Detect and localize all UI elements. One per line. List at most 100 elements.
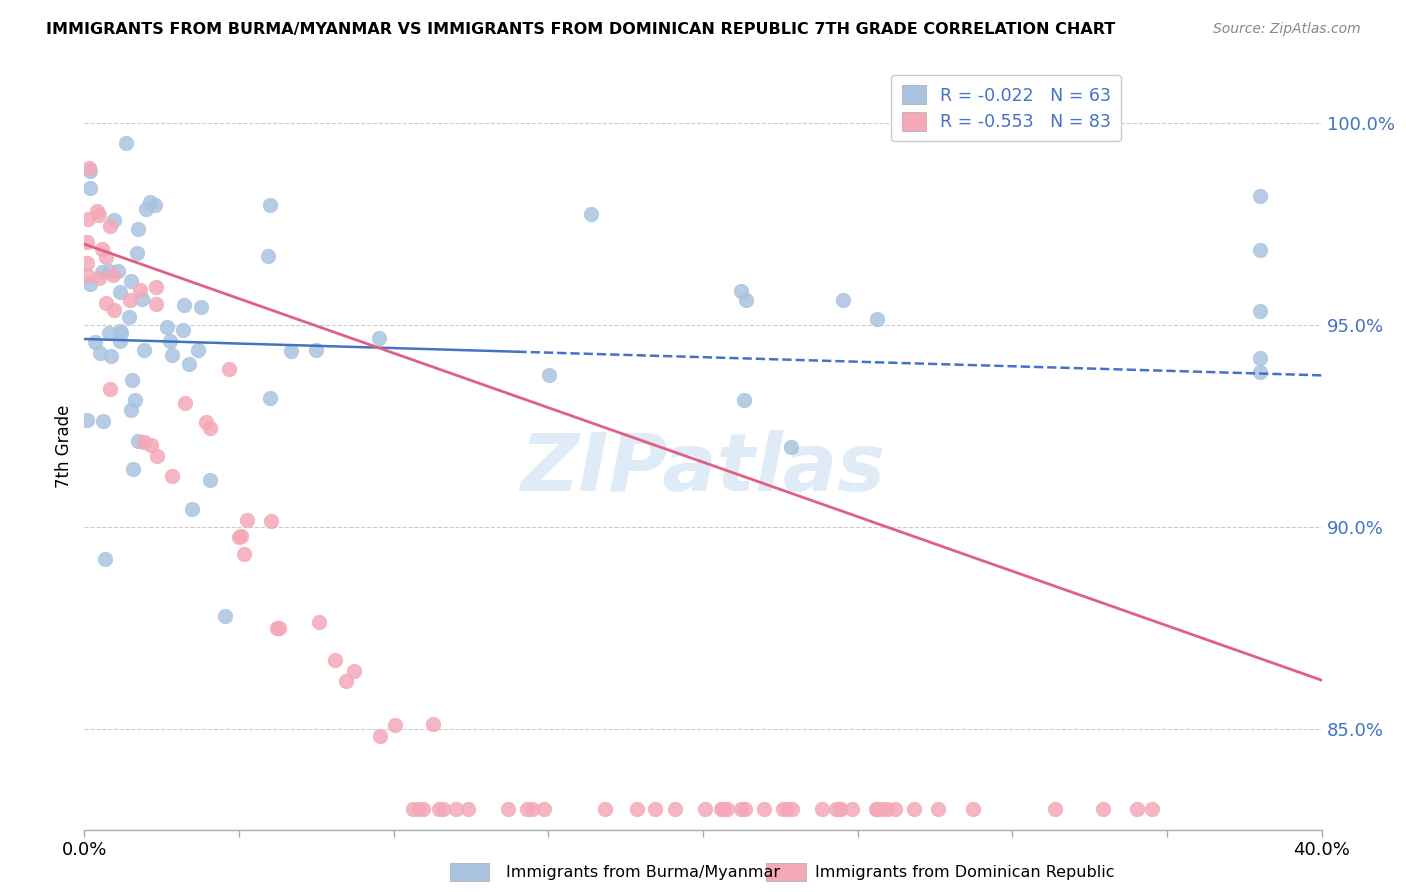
Point [593, 802, 616, 816]
Point [180, 501, 202, 516]
Point [872, 802, 894, 816]
Point [1249, 303, 1271, 318]
Point [108, 324, 131, 338]
Point [110, 326, 132, 341]
Point [782, 802, 804, 816]
Point [828, 802, 851, 816]
Point [103, 213, 125, 227]
Point [1249, 243, 1271, 257]
Point [200, 473, 222, 487]
Point [84, 335, 107, 350]
Point [120, 403, 142, 417]
Point [865, 802, 887, 816]
Point [876, 802, 898, 816]
Point [100, 349, 122, 363]
Point [752, 802, 775, 816]
Point [145, 297, 167, 311]
Point [825, 802, 848, 816]
Y-axis label: 7th Grade: 7th Grade [55, 404, 73, 488]
Point [730, 802, 752, 816]
Point [232, 547, 254, 561]
Text: Immigrants from Burma/Myanmar: Immigrants from Burma/Myanmar [506, 865, 780, 880]
Point [177, 357, 200, 371]
Point [91, 265, 114, 279]
Point [228, 530, 250, 544]
Point [811, 802, 834, 816]
Point [772, 802, 794, 816]
Point [122, 462, 145, 476]
Point [131, 292, 153, 306]
Text: Source: ZipAtlas.com: Source: ZipAtlas.com [1213, 22, 1361, 37]
Point [103, 303, 125, 318]
Point [145, 279, 167, 293]
Point [259, 392, 281, 406]
Point [121, 373, 143, 387]
Point [323, 653, 346, 667]
Point [139, 194, 162, 209]
Point [664, 802, 686, 816]
Text: Immigrants from Dominican Republic: Immigrants from Dominican Republic [815, 865, 1115, 880]
Point [308, 615, 330, 629]
Point [733, 393, 755, 408]
Point [128, 283, 150, 297]
Point [107, 263, 129, 277]
Point [446, 802, 468, 816]
Point [384, 718, 406, 732]
Point [97, 326, 120, 340]
Point [884, 802, 907, 816]
Point [776, 802, 799, 816]
Point [498, 802, 520, 816]
Point [91, 242, 114, 256]
Point [866, 802, 889, 816]
Point [86, 204, 108, 219]
Point [432, 802, 454, 816]
Point [94, 295, 117, 310]
Point [533, 802, 555, 816]
FancyBboxPatch shape [450, 863, 489, 881]
Point [335, 674, 357, 689]
Point [98, 264, 121, 278]
Point [160, 469, 183, 483]
Point [139, 438, 162, 452]
Point [734, 802, 756, 816]
Point [143, 197, 166, 211]
Point [866, 312, 889, 326]
Point [368, 729, 391, 743]
Point [1249, 189, 1271, 203]
Point [127, 434, 149, 449]
Point [124, 392, 146, 407]
Point [735, 293, 758, 308]
Point [127, 222, 149, 236]
Point [256, 249, 278, 263]
Point [134, 343, 156, 358]
Point [159, 334, 181, 348]
Point [427, 802, 450, 816]
Point [903, 802, 925, 816]
Point [343, 664, 366, 678]
Point [156, 319, 179, 334]
Point [780, 441, 803, 455]
Point [79, 161, 101, 175]
Point [962, 802, 984, 816]
Point [626, 802, 648, 816]
Point [259, 198, 281, 212]
Point [79, 180, 101, 194]
Point [76, 256, 98, 270]
Point [693, 802, 716, 816]
Point [110, 285, 132, 299]
Point [831, 293, 853, 307]
Point [118, 310, 141, 324]
Point [305, 343, 328, 357]
Point [120, 274, 142, 288]
Point [520, 802, 543, 816]
Point [1249, 351, 1271, 366]
Point [173, 298, 195, 312]
Point [125, 246, 148, 260]
Point [134, 435, 156, 450]
Point [267, 621, 290, 635]
Point [76, 413, 98, 427]
Point [730, 285, 752, 299]
Point [198, 421, 221, 435]
Point [710, 802, 733, 816]
Point [89, 208, 111, 222]
